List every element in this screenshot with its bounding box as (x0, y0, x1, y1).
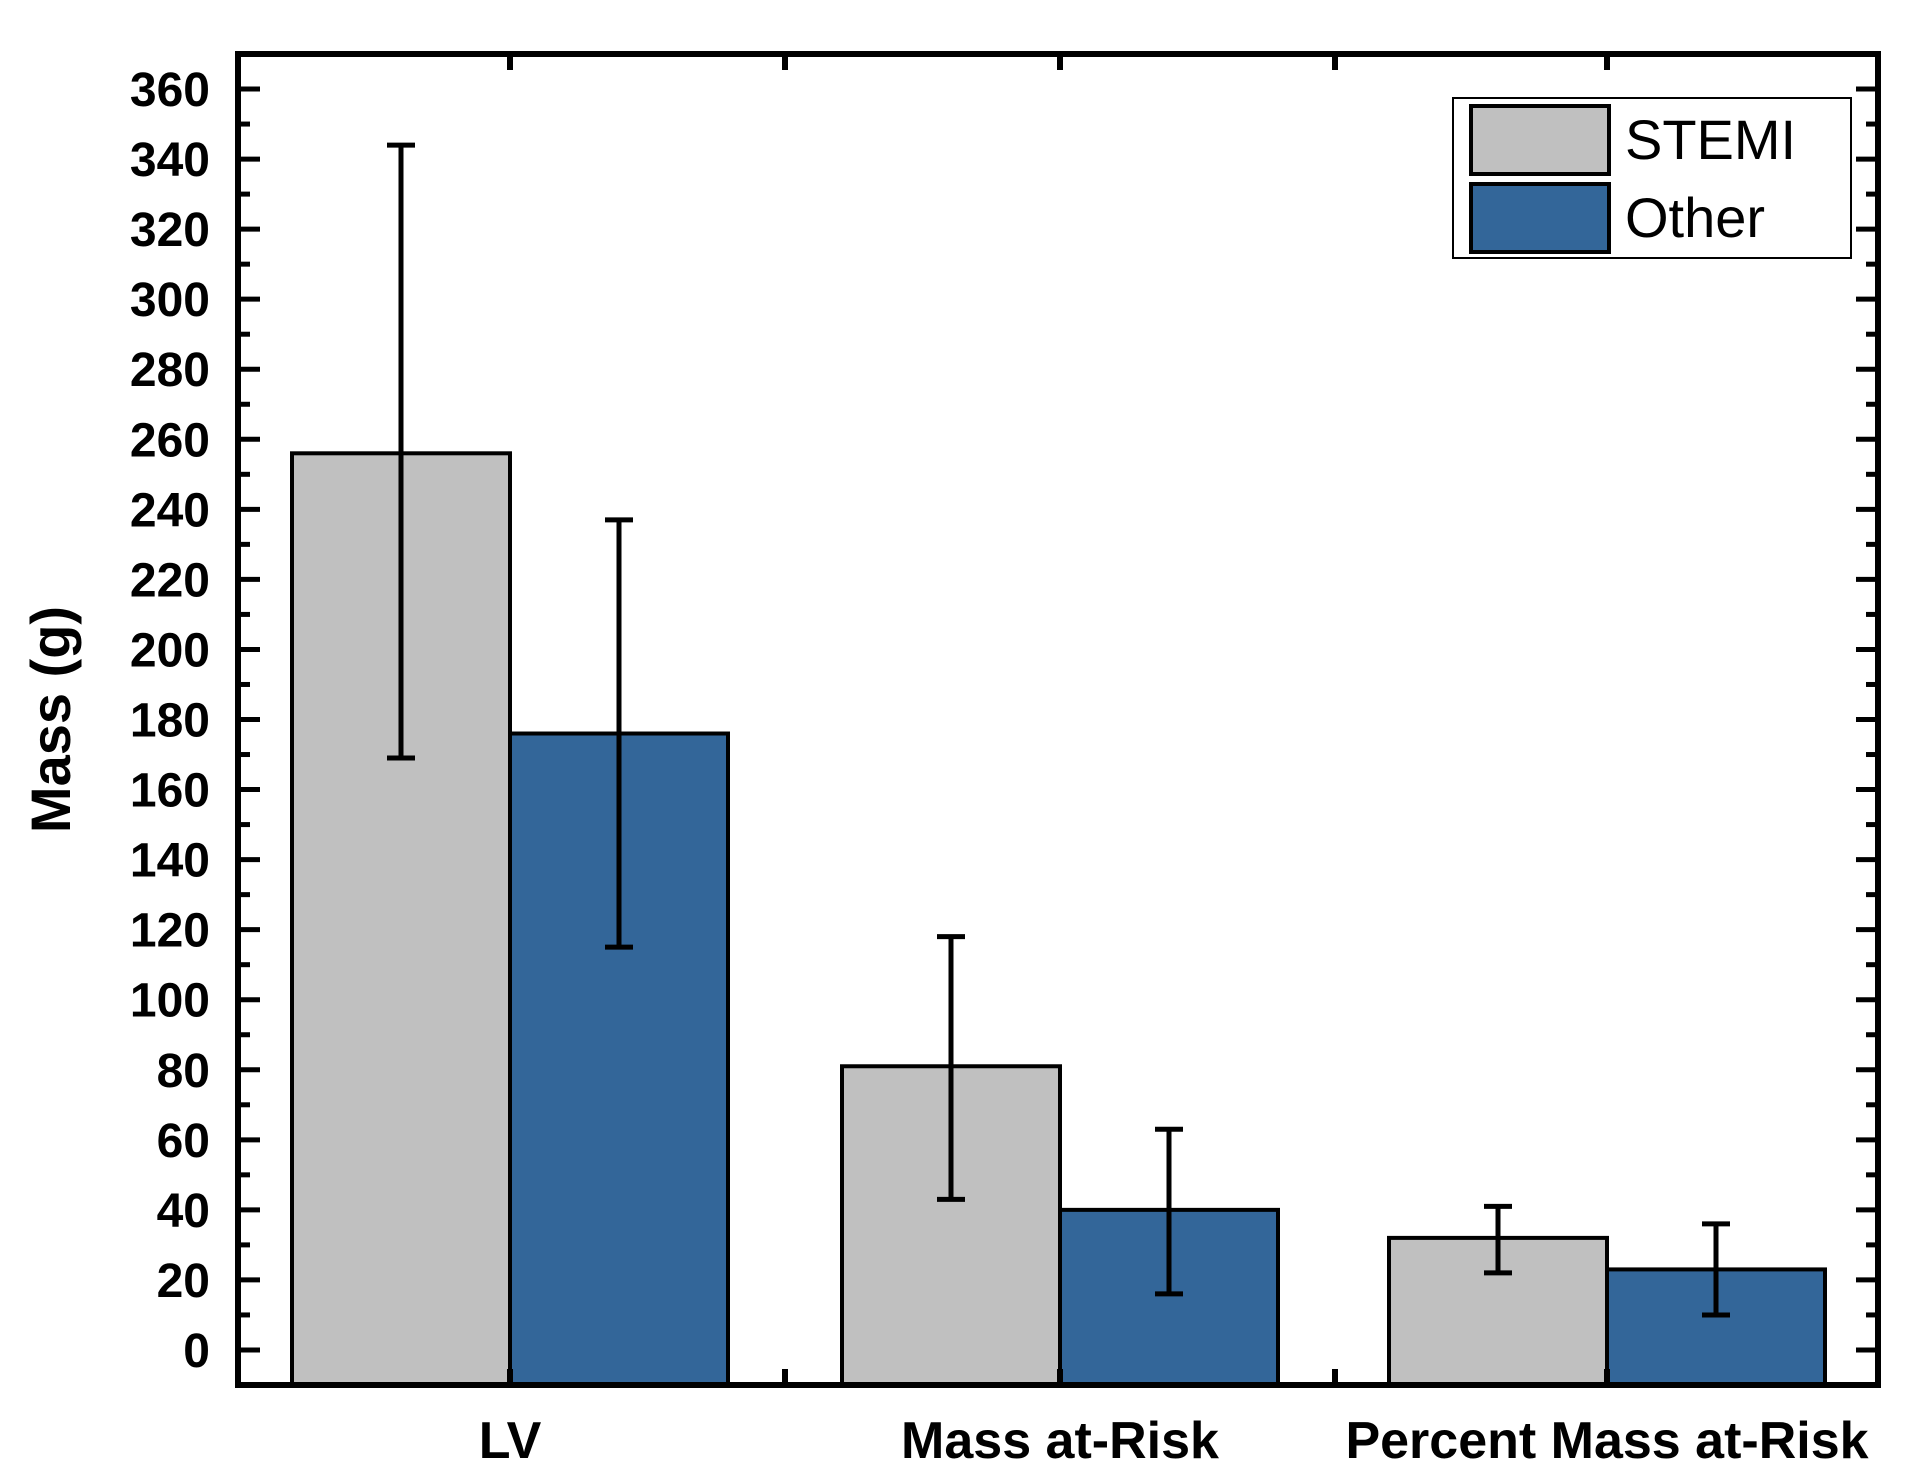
x-category-labels: LV Mass at-Risk Percent Mass at-Risk (479, 1412, 1869, 1469)
y-tick-label-280: 280 (130, 344, 210, 397)
y-tick-label-360: 360 (130, 64, 210, 117)
x-category-label-2: Mass at-Risk (901, 1412, 1219, 1469)
y-tick-labels: 0 20 40 60 80 100 120 140 160 180 200 220 240 260 280 3… (130, 64, 210, 1378)
bars-layer (290, 451, 1827, 1388)
y-tick-label-120: 120 (130, 905, 210, 958)
y-tick-label-340: 340 (130, 134, 210, 187)
y-tick-label-180: 180 (130, 695, 210, 748)
y-tick-label-40: 40 (157, 1185, 210, 1238)
y-tick-label-300: 300 (130, 274, 210, 327)
legend: STEMI Other (1452, 97, 1852, 259)
y-tick-label-160: 160 (130, 765, 210, 818)
legend-label-stemi: STEMI (1625, 108, 1796, 171)
y-tick-label-260: 260 (130, 414, 210, 467)
legend-swatch-other (1469, 182, 1611, 254)
legend-label-other: Other (1625, 186, 1765, 249)
y-tick-label-20: 20 (157, 1255, 210, 1308)
error-bars-layer (387, 142, 1730, 1318)
y-tick-label-100: 100 (130, 975, 210, 1028)
x-category-label-3: Percent Mass at-Risk (1345, 1412, 1868, 1469)
y-tick-label-240: 240 (130, 484, 210, 537)
x-category-label-1: LV (479, 1412, 542, 1469)
ticks-layer (238, 51, 1878, 1385)
y-tick-label-320: 320 (130, 204, 210, 257)
y-tick-label-60: 60 (157, 1115, 210, 1168)
y-tick-label-140: 140 (130, 835, 210, 888)
y-tick-label-80: 80 (157, 1045, 210, 1098)
y-tick-label-220: 220 (130, 554, 210, 607)
y-axis-title: Mass (g) (19, 606, 82, 833)
y-tick-label-0: 0 (183, 1325, 210, 1378)
legend-swatch-stemi (1469, 104, 1611, 176)
y-tick-label-200: 200 (130, 624, 210, 677)
